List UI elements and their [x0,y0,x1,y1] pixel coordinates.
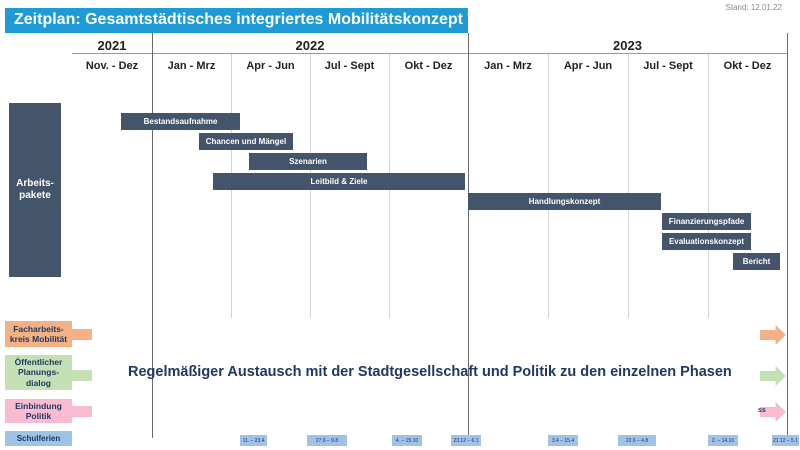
task-bar-chancen-und-maengel: Chancen und Mängel [199,133,293,150]
holiday-period: 23.12 – 6.1 [451,435,481,446]
grid-line [708,54,709,318]
lane-label-politik: Einbindung Politik [5,399,72,423]
holiday-period: 11. – 23.4 [240,435,267,446]
arrow-right-icon [760,402,786,422]
quarter-label: Okt - Dez [723,60,772,72]
grid-right-edge [787,33,788,438]
quarter-label: Okt - Dez [404,60,453,72]
task-bar-finanzierungspfade: Finanzierungspfade [662,213,751,230]
holiday-period: 2. – 14.10 [708,435,738,446]
task-bar-bestandsaufnahme: Bestandsaufnahme [121,113,240,130]
holiday-period: 4. – 15.10 [392,435,422,446]
year-label: 2022 [295,38,325,53]
lane-label-line: Politik [25,411,52,421]
arrow-right-icon [760,325,786,345]
quarter-label: Jan - Mrz [167,60,216,72]
quarter-label: Jul - Sept [643,60,693,72]
lane-label-line: dialog [25,377,51,388]
quarter-label: Apr - Jun [563,60,613,72]
quarter-label: Jan - Mrz [484,60,532,72]
lane-label-planungsdialog: Öffentlicher Planungs- dialog [5,355,72,390]
arrow-right-icon [760,366,786,386]
lane-label-line: Planungs- [17,367,60,378]
lane-label-line: Einbindung [15,400,62,411]
quarter-label: Apr - Jun [246,60,295,72]
lane-label-line: kreis Mobilität [9,334,68,344]
lane-label-line: Facharbeits- [13,323,64,334]
year-divider-2023 [468,33,469,438]
year-label: 2021 [97,38,127,53]
lane-label-line: Öffentlicher [14,357,63,368]
lane-start-planungsdialog [72,370,92,381]
lane-label-facharbeitskreis: Facharbeits- kreis Mobilität [5,321,72,347]
task-bar-bericht: Bericht [733,253,780,270]
title-bar: Zeitplan: Gesamtstädtisches integriertes… [5,8,545,33]
arbeitspakete-label: Arbeits- pakete [9,103,61,277]
stand-date: Stand: 12.01.22 [725,3,783,12]
holiday-period: 27.6 – 9.8 [307,435,347,446]
schulferien-label: Schulferien [5,431,72,446]
lane-start-facharbeitskreis [72,329,92,340]
quarter-label: Nov. - Dez [85,60,139,72]
page-title: Zeitplan: Gesamtstädtisches integriertes… [14,11,546,28]
grid-line [628,54,629,318]
header-divider [72,53,788,54]
holiday-period: 22.6 – 4.8 [618,435,656,446]
task-bar-handlungskonzept: Handlungskonzept [468,193,661,210]
lane-start-politik [72,406,92,417]
task-bar-evaluationskonzept: Evaluationskonzept [662,233,751,250]
politik-text-fragment: ss [758,407,766,414]
arbeitspakete-label-line: pakete [19,190,51,201]
arbeitspakete-label-line: Arbeits- [16,177,54,189]
year-divider-2022 [152,33,153,438]
task-bar-leitbild-ziele: Leitbild & Ziele [213,173,465,190]
holiday-period: 3.4 – 15.4 [548,435,578,446]
exchange-text: Regelmäßiger Austausch mit der Stadtgese… [128,364,732,380]
quarter-label: Jul - Sept [324,60,375,72]
task-bar-szenarien: Szenarien [249,153,367,170]
grid-line [548,54,549,318]
year-label: 2023 [613,38,642,53]
holiday-period: 21.12 – 5.1 [772,435,799,446]
